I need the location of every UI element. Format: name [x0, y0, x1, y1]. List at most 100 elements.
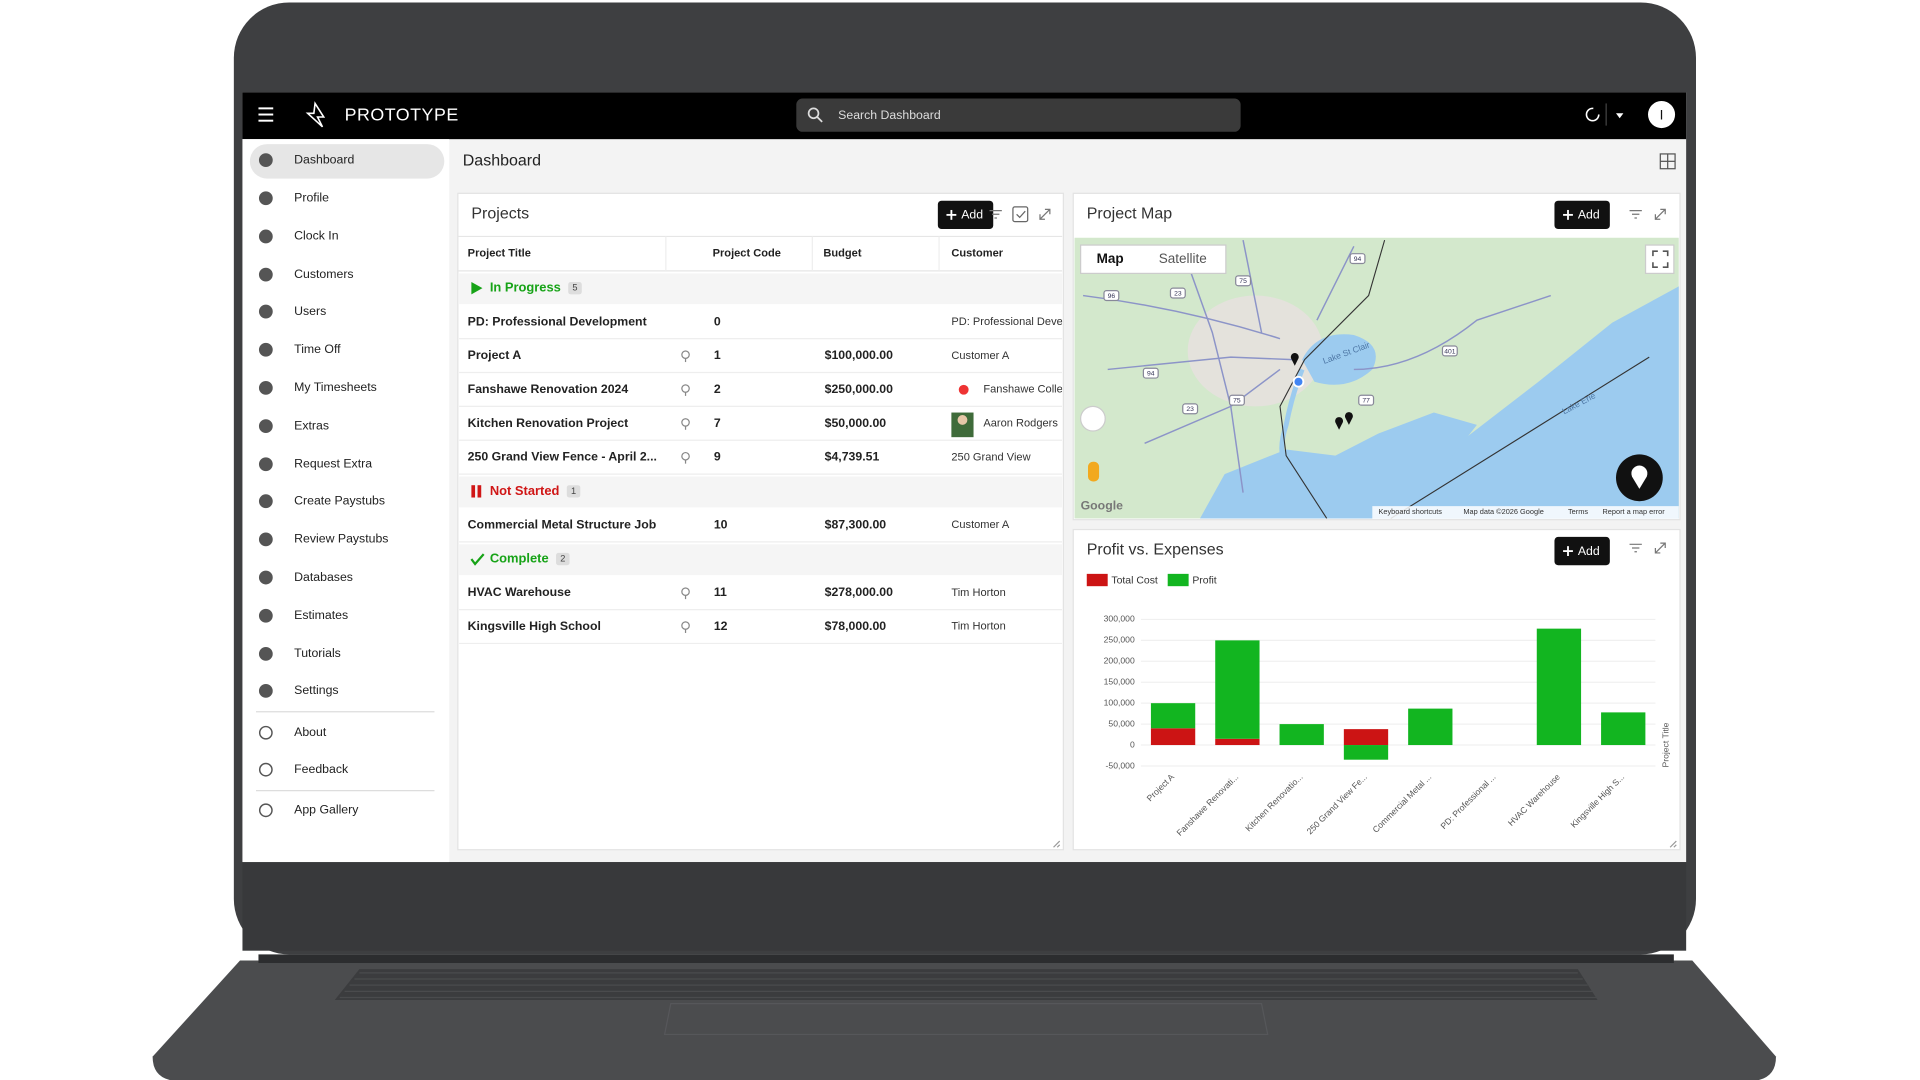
dropdown-caret[interactable] — [1616, 113, 1624, 119]
project-title: Project A — [468, 348, 522, 362]
search-box[interactable]: Search Dashboard — [796, 98, 1241, 132]
bar[interactable] — [1279, 724, 1324, 746]
avatar[interactable] — [1648, 100, 1676, 129]
bar[interactable] — [1408, 708, 1453, 746]
sidebar-label: Settings — [294, 683, 338, 697]
project-budget: $250,000.00 — [825, 382, 894, 396]
project-row[interactable]: Kitchen Renovation Project 7 $50,000.00 Aar… — [459, 412, 1063, 441]
sidebar-item[interactable]: Tutorials — [258, 646, 341, 661]
project-code: 11 — [714, 585, 727, 599]
sidebar-item[interactable]: My Timesheets — [258, 380, 377, 395]
highway-shield-label: 96 — [1108, 293, 1116, 300]
group-row-bg — [459, 544, 1063, 576]
sidebar-item[interactable]: Request Extra — [258, 457, 373, 472]
project-code: 9 — [714, 450, 721, 464]
sidebar-item[interactable]: About — [258, 725, 327, 740]
filter-icon[interactable] — [1629, 209, 1642, 219]
project-row[interactable]: 250 Grand View Fence - April 2... 9 $4,739… — [459, 450, 1063, 475]
avatar-initial: I — [1660, 107, 1664, 122]
sidebar-item[interactable]: Profile — [258, 191, 329, 206]
map-marker[interactable] — [1335, 417, 1344, 430]
sidebar-item[interactable]: Feedback — [258, 762, 349, 777]
group-row[interactable]: Complete 2 — [459, 544, 1063, 576]
filter-icon[interactable] — [989, 209, 1002, 219]
add-button-bg — [937, 200, 994, 230]
screen: PROTOTYPE Search Dashboard I Dashboard Profi… — [242, 92, 1687, 863]
bar[interactable] — [1150, 728, 1196, 746]
sidebar-item[interactable]: Estimates — [258, 608, 348, 623]
sidebar — [242, 139, 450, 863]
sidebar-label: App Gallery — [294, 803, 359, 817]
map-tab[interactable]: Map — [1097, 251, 1124, 266]
group-row[interactable]: Not Started 1 — [459, 476, 1063, 508]
sidebar-item[interactable]: Settings — [258, 683, 339, 698]
attribution-text[interactable]: Keyboard shortcuts — [1378, 507, 1442, 516]
bar[interactable] — [1343, 729, 1389, 746]
expand-icon[interactable] — [1654, 542, 1666, 554]
sidebar-item[interactable]: Dashboard — [258, 152, 355, 167]
sidebar-item[interactable]: Review Paystubs — [258, 532, 389, 547]
sidebar-item[interactable]: Customers — [258, 267, 354, 282]
current-location — [1292, 375, 1305, 388]
sidebar-item[interactable]: Extras — [258, 418, 329, 433]
bar[interactable] — [1215, 738, 1260, 746]
sidebar-icon — [258, 381, 273, 395]
group-row[interactable]: In Progress 5 — [459, 273, 1063, 305]
highway-shield-label: 75 — [1239, 278, 1247, 285]
project-row[interactable]: Commercial Metal Structure Job 10 $87,300.… — [459, 517, 1063, 543]
expand-icon[interactable] — [1654, 208, 1666, 220]
project-row[interactable]: HVAC Warehouse 11 $278,000.00 Tim Horton — [459, 585, 1063, 611]
bar[interactable] — [1536, 628, 1582, 746]
project-row[interactable]: Fanshawe Renovation 2024 2 $250,000.00 Fans… — [459, 382, 1063, 408]
project-code: 2 — [714, 382, 721, 396]
sidebar-item[interactable]: Users — [258, 304, 327, 319]
sidebar-item[interactable]: Clock In — [258, 229, 339, 244]
add-button[interactable]: Add — [937, 200, 994, 230]
menu-button[interactable] — [258, 107, 274, 122]
sidebar-item[interactable]: Databases — [258, 570, 353, 585]
highway-shield-label: 94 — [1147, 371, 1155, 378]
add-button[interactable]: Add — [1554, 536, 1610, 566]
highway-shield — [1103, 290, 1120, 302]
expand-icon[interactable] — [1039, 208, 1051, 220]
bar[interactable] — [1601, 712, 1646, 746]
select-icon[interactable] — [1012, 206, 1029, 223]
add-button-bg — [1554, 536, 1610, 566]
map-marker[interactable] — [1290, 353, 1299, 366]
project-row[interactable]: Kingsville High School 12 $78,000.00 Tim Ho… — [459, 619, 1063, 645]
count-badge — [556, 552, 570, 566]
sidebar-label: Feedback — [294, 762, 349, 776]
highway — [1353, 294, 1552, 371]
refresh-icon[interactable] — [1585, 107, 1600, 122]
map-type-tabs: Map Satellite — [1080, 244, 1227, 275]
y-tick-label: 100,000 — [1104, 697, 1135, 707]
project-row[interactable]: Project A 1 $100,000.00 Customer A — [459, 348, 1063, 374]
column-header: Project Code — [713, 248, 781, 260]
add-button[interactable]: Add — [1554, 200, 1610, 230]
attribution-text[interactable]: Report a map error — [1602, 507, 1665, 516]
layout-button[interactable] — [1659, 153, 1676, 170]
sidebar-label: Dashboard — [294, 152, 354, 166]
legend-swatch — [1086, 573, 1108, 587]
urban-area — [1187, 295, 1324, 407]
filter-icon[interactable] — [1629, 543, 1642, 553]
attribution-text[interactable]: Map data ©2026 Google — [1463, 507, 1543, 516]
pegman[interactable] — [1088, 461, 1100, 482]
sidebar-item[interactable]: App Gallery — [258, 803, 360, 818]
bar[interactable] — [1215, 640, 1260, 739]
search-icon — [807, 107, 820, 120]
map-tab[interactable]: Satellite — [1159, 251, 1207, 266]
camera-control[interactable] — [1080, 405, 1106, 432]
attribution-text[interactable]: Terms — [1568, 507, 1588, 516]
project-row[interactable]: PD: Professional Development 0 PD: Profess… — [459, 314, 1065, 340]
lake-st-clair — [1302, 334, 1376, 385]
fullscreen-button[interactable] — [1644, 244, 1675, 275]
bar[interactable] — [1343, 745, 1389, 760]
sidebar-item[interactable]: Time Off — [258, 342, 341, 357]
map-marker[interactable] — [1344, 412, 1353, 425]
bar[interactable] — [1150, 703, 1196, 729]
page-title: Dashboard — [463, 153, 541, 170]
sidebar-item[interactable]: Create Paystubs — [258, 493, 385, 509]
sidebar-label: Users — [294, 304, 326, 318]
highway-shield — [1228, 394, 1245, 406]
